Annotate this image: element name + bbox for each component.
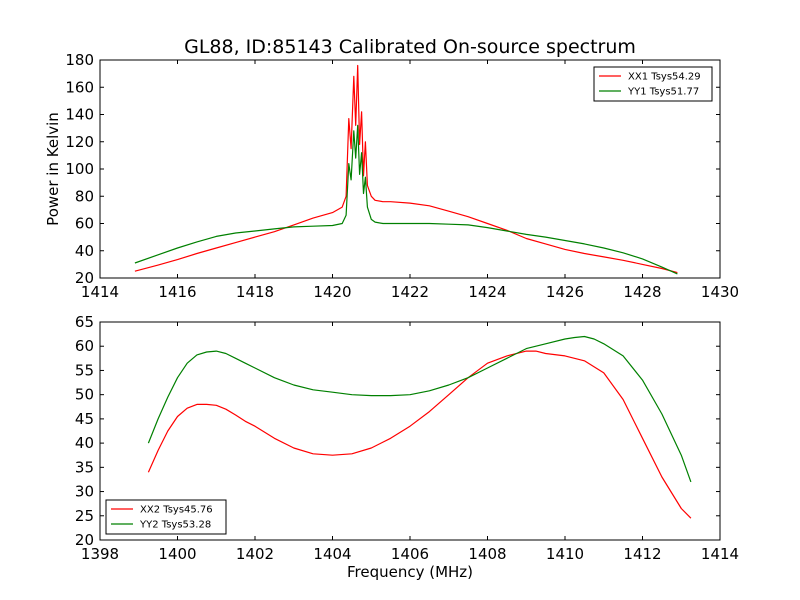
x-tick-label: 1402 [236,545,274,563]
x-tick-label: 1398 [81,545,119,563]
y-tick-label: 100 [65,160,94,178]
legend-label: YY2 Tsys53.28 [139,520,211,531]
top-panel: 1414 1416 1418 1420 1422 1424 1426 1428 1430 20 40… [65,51,739,301]
x-axis-label: Frequency (MHz) [347,563,473,581]
chart-title: GL88, ID:85143 Calibrated On-source spec… [184,36,636,58]
legend-box [105,499,227,535]
x-tick-label: 1404 [313,545,351,563]
y-axis-label: Power in Kelvin [44,112,62,226]
y-tick-label: 25 [75,507,94,525]
y-tick-label: 180 [65,51,94,69]
y-tick-label: 160 [65,78,94,96]
y-tick-label: 65 [75,313,94,331]
y-tick-label: 35 [75,458,94,476]
y-tick-label: 60 [75,215,94,233]
x-tick-label: 1408 [468,545,506,563]
series-line-2-2 [147,335,692,483]
legend-box [593,66,713,102]
legend: XX1 Tsys54.29 YY1 Tsys51.77 [593,66,713,102]
x-tick-label: 1430 [701,283,739,301]
x-tick-label: 1414 [701,545,739,563]
series-line-1-1 [134,64,678,274]
series-line-1-2 [134,124,678,275]
x-tick-label: 1410 [546,545,584,563]
x-tick-label: 1426 [546,283,584,301]
legend-label: XX1 Tsys54.29 [628,72,701,83]
y-tick-label: 50 [75,386,94,404]
y-tick-label: 60 [75,337,94,355]
x-tick-label: 1420 [313,283,351,301]
y-tick-label: 120 [65,133,94,151]
x-tick-label: 1422 [391,283,429,301]
y-tick-label: 55 [75,361,94,379]
legend-label: YY1 Tsys51.77 [627,87,699,98]
y-tick-label: 20 [75,531,94,549]
x-tick-label: 1428 [623,283,661,301]
x-tick-label: 1424 [468,283,506,301]
y-tick-label: 30 [75,483,94,501]
series-line-2-1 [147,350,692,519]
y-tick-label: 80 [75,187,94,205]
x-tick-label: 1414 [81,283,119,301]
y-tick-label: 20 [75,269,94,287]
bottom-panel: 1398 1400 1402 1404 1406 1408 1410 1412 1414 20 25… [75,313,739,563]
y-tick-label: 40 [75,434,94,452]
x-tick-label: 1400 [158,545,196,563]
legend: XX2 Tsys45.76 YY2 Tsys53.28 [105,499,227,535]
x-tick-label: 1406 [391,545,429,563]
x-tick-label: 1418 [236,283,274,301]
y-tick-label: 45 [75,410,94,428]
x-tick-label: 1416 [158,283,196,301]
x-tick-label: 1412 [623,545,661,563]
y-tick-label: 140 [65,106,94,124]
y-tick-label: 40 [75,242,94,260]
legend-label: XX2 Tsys45.76 [140,505,213,516]
